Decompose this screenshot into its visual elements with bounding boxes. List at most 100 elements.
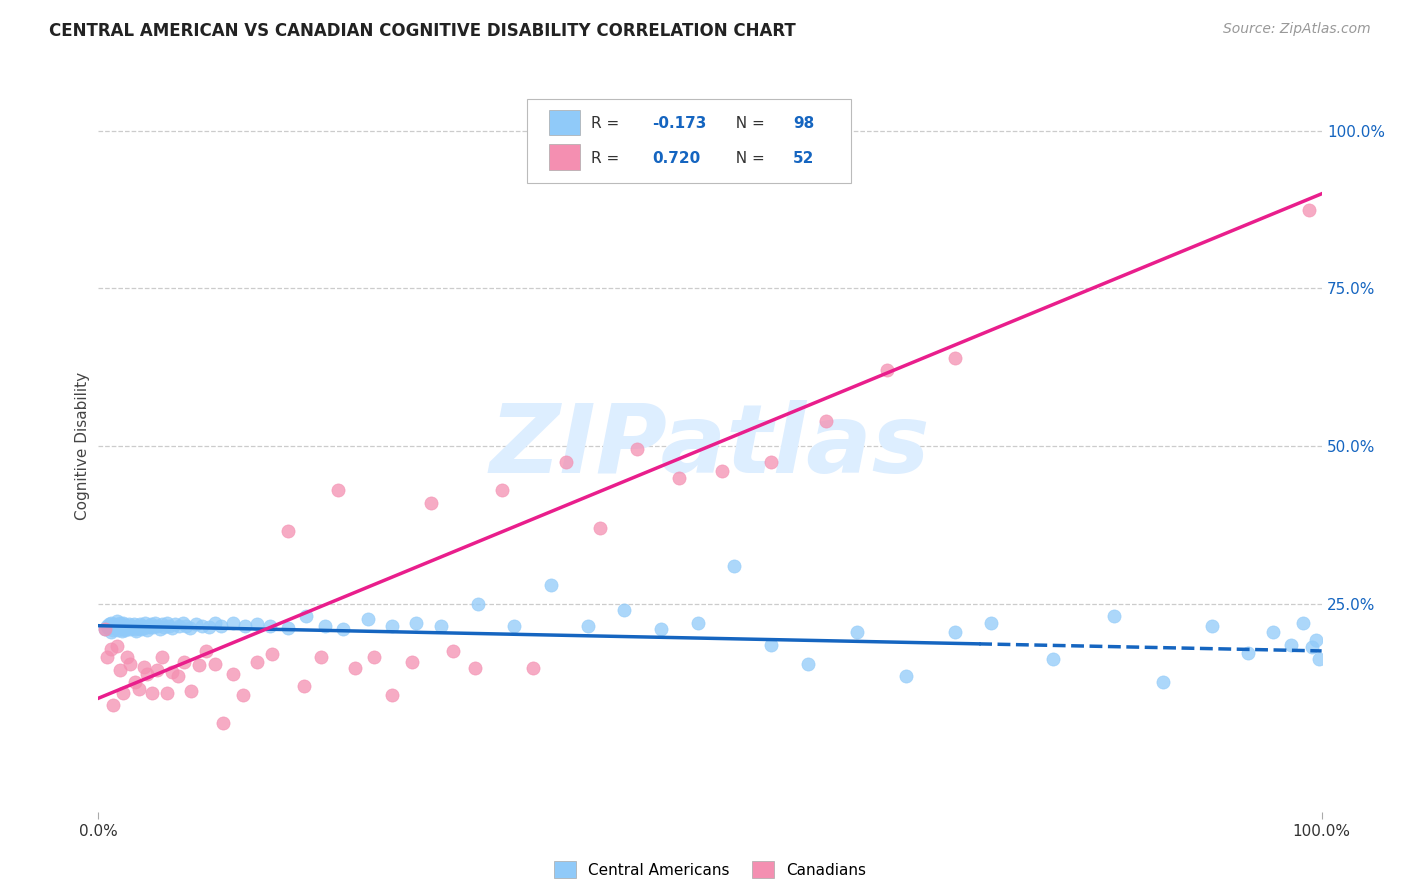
Point xyxy=(180,683,202,698)
Point xyxy=(103,617,125,632)
Point xyxy=(173,655,195,669)
Point xyxy=(100,642,122,657)
Point xyxy=(761,455,783,469)
Point xyxy=(96,650,118,665)
Point xyxy=(110,616,132,631)
Point xyxy=(1261,625,1284,640)
Point xyxy=(149,622,172,636)
Point xyxy=(165,616,187,631)
Point xyxy=(344,661,367,675)
Point xyxy=(262,647,284,661)
Point xyxy=(980,615,1002,630)
Point xyxy=(134,615,156,630)
Point xyxy=(576,618,599,632)
Text: CENTRAL AMERICAN VS CANADIAN COGNITIVE DISABILITY CORRELATION CHART: CENTRAL AMERICAN VS CANADIAN COGNITIVE D… xyxy=(49,22,796,40)
Point xyxy=(105,639,128,653)
Text: -0.173: -0.173 xyxy=(652,116,707,131)
Point xyxy=(176,618,198,632)
Point xyxy=(464,661,486,675)
Y-axis label: Cognitive Disability: Cognitive Disability xyxy=(75,372,90,520)
Point xyxy=(132,621,155,635)
Point xyxy=(132,659,155,673)
Point xyxy=(114,623,136,637)
Point xyxy=(122,616,145,631)
Point xyxy=(167,669,190,683)
Point xyxy=(121,620,143,634)
Point xyxy=(112,622,135,636)
Point xyxy=(686,615,709,630)
Point xyxy=(613,603,636,617)
Point xyxy=(815,414,838,428)
Point xyxy=(381,618,404,632)
Point xyxy=(363,650,385,665)
Text: 52: 52 xyxy=(793,151,814,166)
Point xyxy=(146,618,169,632)
Text: 0.720: 0.720 xyxy=(652,151,700,166)
Point xyxy=(146,663,169,677)
Point xyxy=(111,615,134,630)
Point xyxy=(101,698,124,712)
Point xyxy=(522,661,544,675)
Point xyxy=(120,657,142,671)
Point xyxy=(420,496,443,510)
Point xyxy=(136,667,159,681)
Point xyxy=(246,655,269,669)
Point xyxy=(650,622,672,636)
Point xyxy=(153,620,176,634)
Point xyxy=(142,620,165,634)
Point xyxy=(141,686,163,700)
Point xyxy=(626,442,648,457)
FancyBboxPatch shape xyxy=(526,99,851,183)
Point xyxy=(111,686,134,700)
Point xyxy=(110,621,132,635)
Point xyxy=(1298,202,1320,217)
Point xyxy=(711,464,734,478)
Point xyxy=(943,625,966,640)
Point xyxy=(222,615,245,630)
Text: ZIPatlas: ZIPatlas xyxy=(489,400,931,492)
Point xyxy=(124,622,146,636)
Point xyxy=(876,363,898,377)
Point xyxy=(127,618,149,632)
Point xyxy=(328,483,350,497)
Point xyxy=(120,622,142,636)
Point xyxy=(204,615,226,630)
Point xyxy=(131,618,153,632)
Point xyxy=(232,688,254,702)
Legend: Central Americans, Canadians: Central Americans, Canadians xyxy=(548,855,872,885)
Point xyxy=(104,621,127,635)
Point xyxy=(295,609,318,624)
Point xyxy=(98,616,121,631)
Point xyxy=(212,716,235,731)
Point xyxy=(723,558,745,573)
Point xyxy=(115,619,138,633)
Point xyxy=(1305,633,1327,648)
Point xyxy=(259,618,281,632)
Point xyxy=(1042,652,1064,666)
Point xyxy=(105,615,128,629)
Point xyxy=(128,621,150,635)
Point xyxy=(1152,675,1174,690)
Point xyxy=(491,483,513,497)
Point xyxy=(118,616,141,631)
Point xyxy=(179,621,201,635)
Point xyxy=(100,625,122,640)
Point xyxy=(401,655,423,669)
Point xyxy=(441,644,464,658)
Point xyxy=(143,615,166,630)
Point xyxy=(156,686,179,700)
Point xyxy=(107,623,129,637)
Point xyxy=(1201,618,1223,632)
Point xyxy=(156,615,179,630)
Point xyxy=(108,618,131,632)
Point xyxy=(129,622,152,636)
Point xyxy=(277,524,299,538)
Point xyxy=(503,618,526,632)
Point xyxy=(139,616,162,631)
Text: N =: N = xyxy=(725,151,769,166)
Point xyxy=(467,597,489,611)
Point xyxy=(589,521,612,535)
Point xyxy=(761,638,783,652)
Point xyxy=(115,650,138,665)
Point xyxy=(292,679,315,693)
